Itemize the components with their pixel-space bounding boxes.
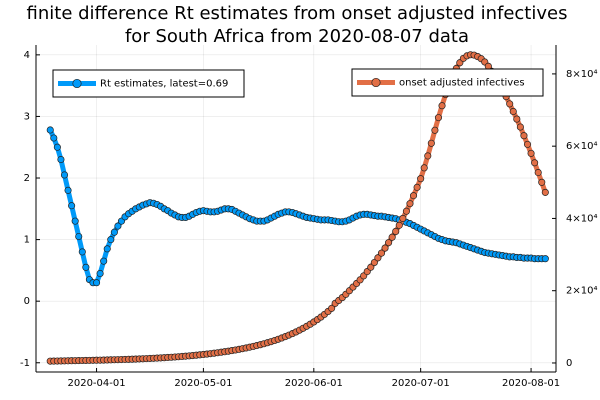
point: [71, 217, 79, 225]
point: [527, 149, 535, 157]
point: [424, 152, 432, 160]
point: [103, 245, 111, 253]
point: [509, 107, 517, 116]
point: [531, 159, 539, 167]
chart-title: for South Africa from 2020-08-07 data: [125, 26, 469, 47]
y-tick-label: 4: [24, 50, 30, 61]
legend-label: Rt estimates, latest=0.69: [100, 79, 228, 90]
x-tick-label: 2020-05-01: [174, 378, 232, 389]
x-tick-label: 2020-08-01: [502, 378, 560, 389]
y-tick-label: 0: [24, 296, 30, 307]
legend-marker: [72, 78, 82, 89]
y2-tick-label: 4×10⁴: [566, 213, 597, 224]
point: [110, 228, 118, 236]
point: [541, 188, 549, 196]
plot-layer: [46, 51, 549, 365]
point: [399, 214, 407, 222]
point: [395, 221, 403, 229]
point: [92, 279, 101, 287]
point: [370, 258, 378, 267]
point: [409, 192, 418, 200]
y-tick-label: 1: [24, 235, 30, 246]
chart-title: finite difference Rt estimates from onse…: [27, 3, 568, 24]
legend-layer: Rt estimates, latest=0.69 onset adjusted …: [52, 68, 544, 98]
y2-tick-label: 2×10⁴: [566, 286, 597, 297]
point: [538, 178, 546, 186]
point: [53, 143, 61, 151]
point: [516, 123, 524, 131]
point: [107, 236, 115, 244]
point: [60, 171, 69, 179]
x-tick-label: 2020-07-01: [392, 378, 450, 389]
point: [413, 183, 421, 191]
point: [64, 186, 72, 194]
point: [114, 222, 122, 230]
y-tick-label: -1: [20, 358, 30, 369]
y2-tick-label: 8×10⁴: [566, 69, 597, 80]
point: [534, 168, 542, 177]
legend-label: onset adjusted infectives: [399, 78, 525, 89]
point: [434, 114, 443, 122]
y-tick-label: 3: [24, 111, 30, 122]
point: [82, 263, 90, 271]
point: [506, 100, 514, 108]
point: [50, 134, 58, 142]
point: [388, 233, 396, 241]
point: [392, 227, 400, 235]
point: [520, 132, 528, 140]
point: [431, 126, 439, 134]
point: [381, 244, 389, 252]
point: [68, 202, 76, 210]
point: [367, 263, 375, 271]
point: [377, 249, 386, 257]
y-tick-label: 2: [24, 173, 30, 184]
point: [406, 200, 414, 208]
point: [427, 139, 435, 147]
point: [57, 155, 65, 164]
y2-tick-label: 0: [566, 358, 572, 369]
point: [75, 232, 83, 241]
point: [328, 304, 336, 312]
point: [541, 255, 549, 263]
point: [46, 126, 54, 134]
point: [438, 102, 446, 110]
x-tick-label: 2020-06-01: [285, 378, 343, 389]
point: [100, 257, 108, 265]
point: [513, 115, 521, 123]
y2-tick-label: 6×10⁴: [566, 141, 597, 152]
point: [385, 239, 393, 247]
point: [417, 175, 425, 183]
point: [96, 269, 104, 278]
x-tick-label: 2020-04-01: [67, 378, 125, 389]
point: [374, 254, 382, 262]
point: [523, 140, 532, 148]
legend-marker: [371, 77, 381, 88]
point: [402, 207, 410, 215]
point: [420, 164, 428, 172]
point: [78, 248, 86, 256]
